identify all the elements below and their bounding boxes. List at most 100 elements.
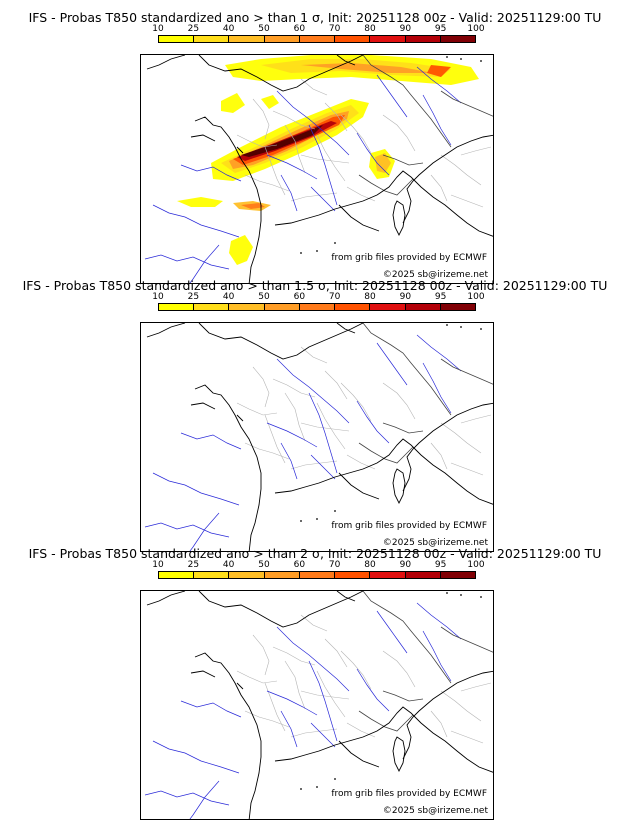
probability-contour	[229, 235, 253, 265]
river	[189, 512, 220, 551]
probability-contour	[375, 153, 391, 173]
admin-boundary	[440, 690, 482, 722]
coastline	[190, 402, 216, 410]
probability-contour	[221, 93, 245, 113]
admin-boundary	[300, 346, 328, 364]
colorbar-segment	[370, 572, 406, 578]
coastline	[338, 472, 380, 500]
admin-boundary	[272, 646, 316, 666]
france-map	[144, 55, 493, 283]
island-dot	[460, 326, 462, 328]
coastline	[198, 591, 364, 628]
map-area: from grib files provided by ECMWF ©2025 …	[140, 590, 494, 820]
colorbar-tick-label: 70	[328, 24, 341, 34]
colorbar-tick-label: 95	[434, 24, 447, 34]
coastline	[194, 116, 262, 283]
river	[280, 442, 298, 480]
admin-boundary	[430, 174, 448, 202]
colorbar-tick-label: 80	[364, 560, 376, 570]
admin-boundary	[300, 614, 328, 632]
admin-boundary	[300, 154, 350, 164]
copyright-notice: ©2025 sb@irizeme.net	[382, 538, 488, 548]
colorbar-tick-label: 60	[293, 560, 306, 570]
admin-boundary	[324, 370, 348, 400]
country-border	[362, 591, 452, 684]
admin-boundary	[264, 146, 286, 196]
river	[422, 94, 452, 146]
coastline	[146, 323, 186, 338]
probability-contour	[261, 95, 279, 109]
admin-boundary	[430, 442, 448, 470]
admin-boundary	[382, 114, 416, 152]
river	[189, 244, 220, 283]
island-dot	[446, 592, 448, 594]
colorbar-segment	[405, 304, 441, 310]
corsica-coastline	[392, 200, 406, 237]
river	[356, 132, 390, 176]
colorbar-tick-label: 50	[258, 24, 270, 34]
colorbar	[158, 303, 476, 311]
panel-title: IFS - Probas T850 standardized ano > tha…	[28, 546, 602, 561]
island-dot	[316, 786, 318, 788]
copyright-notice: ©2025 sb@irizeme.net	[382, 806, 488, 816]
river	[280, 710, 298, 748]
coastline	[236, 146, 244, 154]
probability-field	[177, 55, 479, 265]
admin-boundary	[340, 382, 372, 422]
colorbar-tick-label: 25	[187, 560, 200, 570]
colorbar	[158, 571, 476, 579]
copyright-notice: ©2025 sb@irizeme.net	[382, 270, 488, 280]
country-border	[358, 710, 414, 732]
country-border	[362, 55, 452, 148]
island-dot	[300, 520, 302, 522]
colorbar-segment	[194, 36, 230, 42]
colorbar-segment	[159, 572, 195, 578]
colorbar-tick-label: 100	[467, 292, 485, 302]
admin-boundary	[346, 722, 376, 738]
colorbar-segment	[229, 304, 265, 310]
island-dot	[460, 594, 462, 596]
colorbar-ticks: 10 25 40 50 60 70 80 90 95 100	[152, 292, 484, 302]
admin-boundary	[272, 110, 316, 130]
colorbar-segment	[299, 572, 336, 578]
river	[310, 454, 336, 480]
river	[376, 610, 408, 654]
island-dot	[460, 58, 462, 60]
river	[310, 186, 336, 212]
river	[356, 668, 390, 712]
river	[266, 422, 318, 448]
admin-boundary	[316, 402, 346, 450]
france-map	[144, 591, 493, 819]
map-area: from grib files provided by ECMWF ©2025 …	[140, 322, 494, 552]
river	[189, 780, 220, 819]
country-border	[382, 154, 424, 166]
probability-contour	[177, 197, 223, 207]
river	[416, 66, 462, 104]
country-border	[382, 422, 424, 434]
colorbar-tick-label: 25	[187, 292, 200, 302]
coastline	[338, 204, 380, 232]
basemap	[144, 55, 493, 283]
colorbar-segment	[335, 572, 371, 578]
basemap	[144, 323, 493, 551]
island-dot	[334, 242, 336, 244]
island-dot	[334, 778, 336, 780]
admin-boundary	[252, 98, 270, 140]
island-dot	[300, 788, 302, 790]
coastline	[190, 134, 216, 142]
river	[180, 164, 242, 182]
admin-boundary	[346, 454, 376, 470]
river	[152, 472, 240, 506]
island-dot	[480, 596, 482, 598]
colorbar-segment	[299, 36, 336, 42]
admin-boundary	[346, 186, 376, 202]
river	[376, 74, 408, 118]
admin-boundary	[252, 634, 270, 676]
colorbar-segment	[405, 36, 441, 42]
admin-boundary	[272, 378, 316, 398]
admin-boundary	[450, 462, 484, 476]
france-map	[144, 323, 493, 551]
data-credit: from grib files provided by ECMWF	[331, 521, 487, 531]
admin-boundary	[316, 670, 346, 718]
river	[422, 630, 452, 682]
